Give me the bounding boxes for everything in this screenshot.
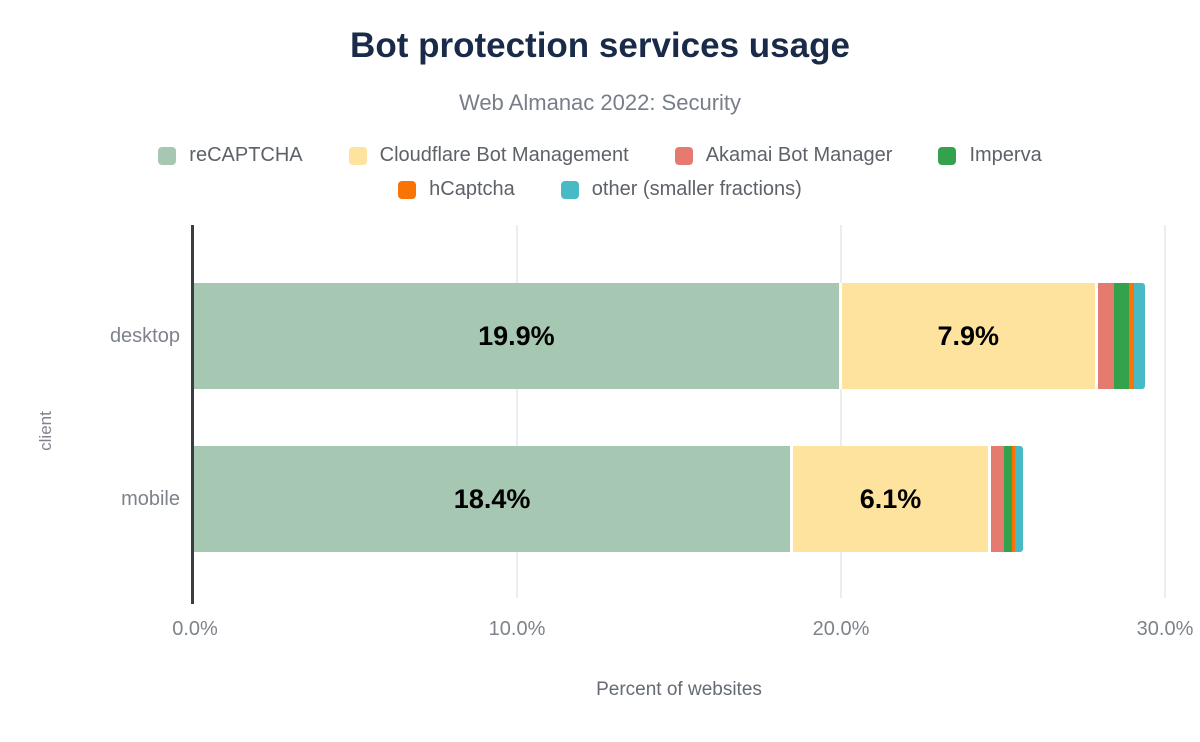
legend-swatch-imperva — [938, 146, 957, 165]
legend-label-akamai-bot-manager: Akamai Bot Manager — [705, 144, 893, 166]
legend-swatch-akamai-bot-manager — [674, 146, 693, 165]
legend-label-imperva: Imperva — [969, 144, 1042, 166]
x-axis-title: Percent of websites — [596, 679, 762, 700]
legend-label-cloudflare-bot-management: Cloudflare Bot Management — [379, 144, 629, 166]
legend-label-other-smaller-fractions: other (smaller fractions) — [591, 178, 802, 200]
legend-item-cloudflare-bot-management: Cloudflare Bot Management — [348, 144, 629, 167]
gridline-30pct — [1164, 225, 1166, 598]
segment-recaptcha-mobile: 18.4% — [194, 446, 791, 552]
legend-swatch-recaptcha — [158, 146, 177, 165]
legend-item-imperva: Imperva — [938, 144, 1042, 167]
segment-akamai-bot-manager-mobile — [987, 446, 1004, 552]
legend-item-other-smaller-fractions: other (smaller fractions) — [560, 178, 802, 201]
legend-swatch-hcaptcha — [398, 180, 417, 199]
category-label-desktop: desktop — [109, 325, 180, 347]
legend-swatch-other-smaller-fractions — [560, 180, 579, 199]
segment-imperva-mobile — [1003, 446, 1013, 552]
segment-hcaptcha-desktop — [1128, 283, 1134, 389]
gridline-20pct — [840, 225, 842, 598]
bar-mobile: 18.4% 6.1% — [194, 446, 1024, 552]
segment-akamai-bot-manager-desktop — [1094, 283, 1115, 389]
legend-item-hcaptcha: hCaptcha — [398, 178, 515, 201]
legend-label-recaptcha: reCAPTCHA — [189, 144, 303, 166]
legend-item-akamai-bot-manager: Akamai Bot Manager — [674, 144, 893, 167]
value-label-recaptcha-desktop: 19.9% — [478, 320, 555, 351]
chart-title: Bot protection services usage — [350, 26, 850, 65]
chart-subtitle: Web Almanac 2022: Security — [458, 90, 742, 115]
x-tick-0: 0.0% — [172, 618, 218, 640]
segment-recaptcha-desktop: 19.9% — [194, 283, 839, 389]
x-tick-30: 30.0% — [1136, 618, 1194, 640]
legend: reCAPTCHA Cloudflare Bot Management Akamai… — [0, 144, 1200, 201]
segment-other-smaller-fractions-mobile — [1015, 446, 1024, 552]
bar-desktop: 19.9% 7.9% — [194, 283, 1145, 389]
value-label-recaptcha-mobile: 18.4% — [453, 483, 531, 514]
segment-hcaptcha-mobile — [1012, 446, 1016, 552]
gridline-10pct — [516, 225, 518, 598]
x-tick-20: 20.0% — [812, 618, 870, 640]
legend-row-2: hCaptcha other (smaller fractions) — [398, 178, 802, 201]
legend-row-1: reCAPTCHA Cloudflare Bot Management Akamai… — [158, 144, 1042, 167]
y-axis-title: client — [36, 411, 55, 451]
category-label-mobile: mobile — [121, 488, 180, 510]
segment-imperva-desktop — [1114, 283, 1129, 389]
segment-other-smaller-fractions-desktop — [1133, 283, 1145, 389]
value-label-cloudflare-bot-management-mobile: 6.1% — [859, 483, 922, 514]
x-tick-10: 10.0% — [488, 618, 546, 640]
segment-cloudflare-bot-management-mobile: 6.1% — [790, 446, 988, 552]
value-label-cloudflare-bot-management-desktop: 7.9% — [937, 320, 999, 351]
legend-item-recaptcha: reCAPTCHA — [158, 144, 303, 167]
legend-label-hcaptcha: hCaptcha — [429, 178, 515, 200]
legend-swatch-cloudflare-bot-management — [348, 146, 367, 165]
y-axis-line — [191, 225, 194, 604]
segment-cloudflare-bot-management-desktop: 7.9% — [838, 283, 1095, 389]
